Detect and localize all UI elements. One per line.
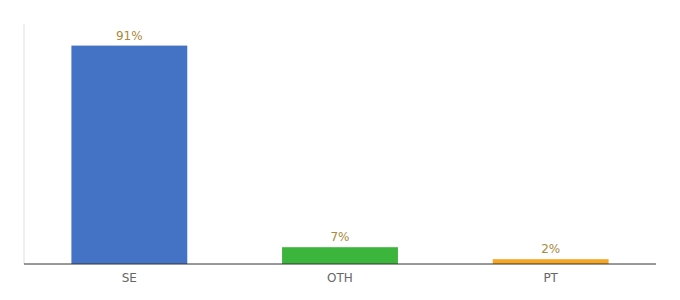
bar bbox=[493, 259, 609, 264]
bar bbox=[71, 46, 187, 264]
data-label: 91% bbox=[116, 29, 143, 43]
data-label: 2% bbox=[541, 242, 560, 256]
data-label: 7% bbox=[330, 230, 349, 244]
bar bbox=[282, 247, 398, 264]
chart-svg: SE OTH PT 91% 7% 2% bbox=[0, 0, 680, 300]
x-tick-label: SE bbox=[122, 271, 137, 285]
y-axis-line bbox=[24, 24, 25, 264]
x-tick-label: PT bbox=[543, 271, 558, 285]
chart-container: SE OTH PT 91% 7% 2% bbox=[0, 0, 680, 300]
bars bbox=[71, 46, 608, 264]
x-tick-label: OTH bbox=[327, 271, 353, 285]
x-axis-line bbox=[24, 264, 656, 265]
